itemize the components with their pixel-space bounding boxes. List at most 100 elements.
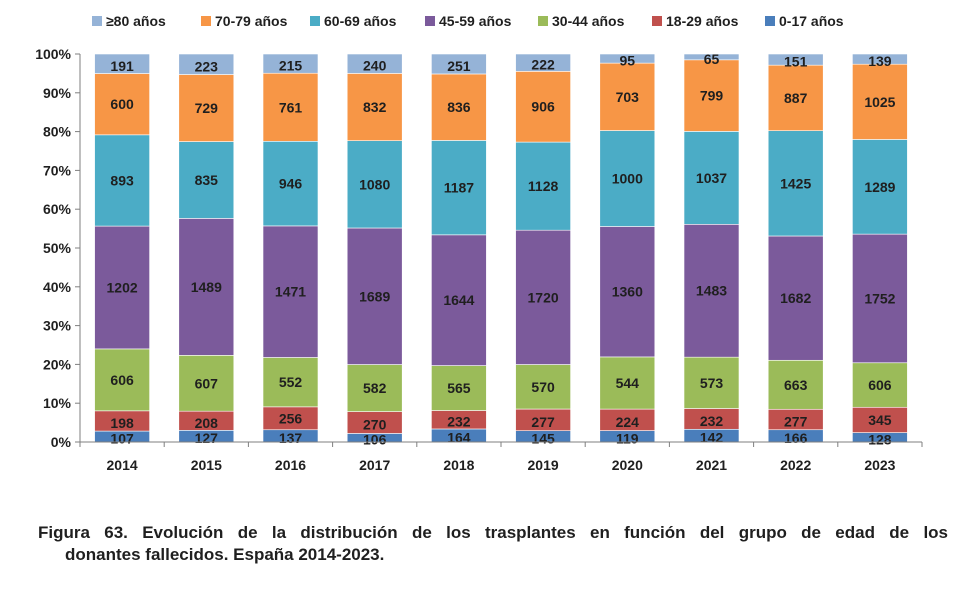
legend-label: 60-69 años [324, 13, 397, 29]
data-label: 151 [784, 54, 808, 70]
data-label: 145 [531, 430, 555, 446]
data-label: 95 [620, 53, 636, 69]
data-label: 1471 [275, 284, 306, 300]
bar-segment [262, 225, 319, 358]
bar-segment [346, 140, 403, 229]
data-label: 128 [868, 431, 892, 447]
stacked-bar-chart: ≥80 años 70-79 años 60-69 años 45-59 años 30… [35, 13, 923, 473]
legend-label: ≥80 años [106, 13, 166, 29]
data-label: 906 [531, 99, 555, 115]
data-label: 119 [616, 430, 639, 446]
y-tick-label: 10% [43, 395, 72, 411]
bar-segment [852, 406, 908, 433]
bar-segment [683, 224, 740, 358]
y-tick-label: 80% [43, 124, 72, 140]
data-label: 570 [531, 379, 555, 395]
data-label: 1752 [864, 290, 895, 306]
data-label: 256 [279, 410, 303, 426]
data-label: 345 [868, 412, 892, 428]
data-label: 1187 [444, 180, 475, 196]
bar-segment [515, 141, 571, 231]
x-tick-label: 2014 [107, 457, 138, 473]
data-label: 107 [110, 431, 134, 447]
legend-label: 70-79 años [215, 13, 288, 29]
data-label: 703 [616, 89, 640, 105]
bar-segment [346, 73, 403, 141]
legend-label: 18-29 años [666, 13, 739, 29]
legend-swatch [92, 16, 102, 26]
data-label: 1080 [359, 176, 390, 192]
data-label: 1644 [443, 292, 474, 308]
bar-segment [852, 63, 908, 140]
data-label: 835 [195, 172, 219, 188]
data-label: 208 [195, 415, 219, 431]
data-label: 663 [784, 377, 808, 393]
legend-swatch [765, 16, 775, 26]
bar-segment [346, 53, 403, 74]
data-label: 127 [195, 430, 219, 446]
legend-label: 0-17 años [779, 13, 844, 29]
data-label: 222 [531, 57, 555, 73]
data-label: 761 [279, 99, 303, 115]
legend-label: 30-44 años [552, 13, 625, 29]
caption-line-2: donantes fallecidos. España 2014-2023. [65, 545, 385, 564]
caption-line-1: Figura 63. Evolución de la distribución … [38, 523, 948, 542]
data-label: 1483 [696, 283, 727, 299]
data-label: 65 [704, 51, 720, 67]
bar-stack-2016: 137 256 552 1471 946 761 215 [262, 53, 319, 446]
data-label: 232 [447, 414, 471, 430]
data-label: 277 [784, 414, 808, 430]
data-label: 1425 [780, 175, 811, 191]
bar-segment [767, 130, 824, 237]
bar-segment [262, 53, 319, 74]
legend-swatch [652, 16, 662, 26]
y-tick-label: 70% [43, 162, 72, 178]
data-label: 573 [700, 375, 724, 391]
data-label: 887 [784, 90, 808, 106]
x-tick-label: 2022 [780, 457, 811, 473]
data-label: 600 [110, 96, 134, 112]
bar-segment [599, 356, 656, 410]
bar-segment [94, 53, 150, 74]
bar-segment [767, 359, 824, 410]
data-label: 893 [110, 172, 134, 188]
bar-segment [178, 53, 235, 75]
data-label: 1720 [528, 289, 559, 305]
data-label: 1489 [191, 279, 222, 295]
data-label: 1128 [528, 178, 559, 194]
data-label: 1289 [864, 179, 895, 195]
x-tick-label: 2017 [359, 457, 390, 473]
bar-segment [346, 364, 403, 412]
bar-segment [431, 234, 487, 366]
data-label: 240 [363, 58, 387, 74]
legend-swatch [538, 16, 548, 26]
data-label: 215 [279, 58, 303, 74]
data-label: 836 [447, 99, 471, 115]
bar-segment [94, 134, 150, 227]
y-tick-label: 90% [43, 85, 72, 101]
bar-segment [178, 355, 235, 412]
data-label: 191 [110, 58, 134, 74]
bar-segment [852, 233, 908, 364]
bar-segment [599, 62, 656, 131]
x-tick-label: 2018 [443, 457, 474, 473]
y-tick-label: 20% [43, 356, 72, 372]
bar-segment [852, 362, 908, 408]
data-label: 277 [531, 414, 555, 430]
bar-segment [262, 357, 319, 408]
bar-segment [94, 348, 150, 412]
bar-segment [515, 229, 571, 365]
bar-segment [178, 218, 235, 356]
x-tick-label: 2021 [696, 457, 727, 473]
bar-segment [178, 141, 235, 219]
bar-segment [852, 53, 908, 65]
x-tick-label: 2023 [864, 457, 895, 473]
bar-segment [767, 53, 824, 66]
data-label: 565 [447, 380, 471, 396]
data-label: 251 [447, 58, 471, 74]
